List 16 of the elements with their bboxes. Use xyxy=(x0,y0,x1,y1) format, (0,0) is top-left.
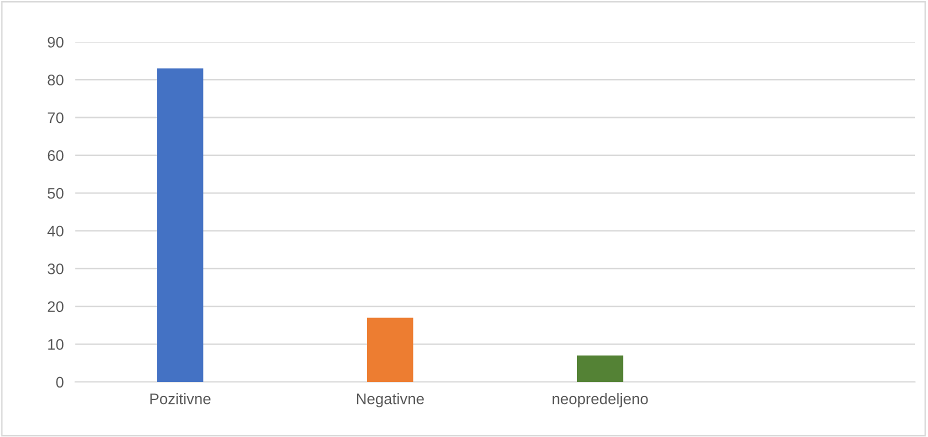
y-tick-label: 10 xyxy=(48,339,64,350)
x-tick-label: neopredeljeno xyxy=(552,393,648,408)
bar xyxy=(367,318,414,382)
y-tick-label: 0 xyxy=(56,376,64,388)
y-tick-label: 30 xyxy=(48,263,64,274)
y-tick-label: 90 xyxy=(48,36,64,48)
bar xyxy=(576,355,624,382)
x-tick-label: Pozitivne xyxy=(150,393,210,404)
y-tick-label: 80 xyxy=(48,74,64,86)
y-tick-label: 60 xyxy=(48,150,64,161)
y-tick-label: 50 xyxy=(48,188,64,199)
x-tick-label: Negativne xyxy=(356,393,424,408)
bar xyxy=(157,68,204,382)
y-tick-label: 40 xyxy=(47,226,64,237)
y-tick-label: 70 xyxy=(48,112,64,124)
y-tick-label: 20 xyxy=(48,301,64,312)
